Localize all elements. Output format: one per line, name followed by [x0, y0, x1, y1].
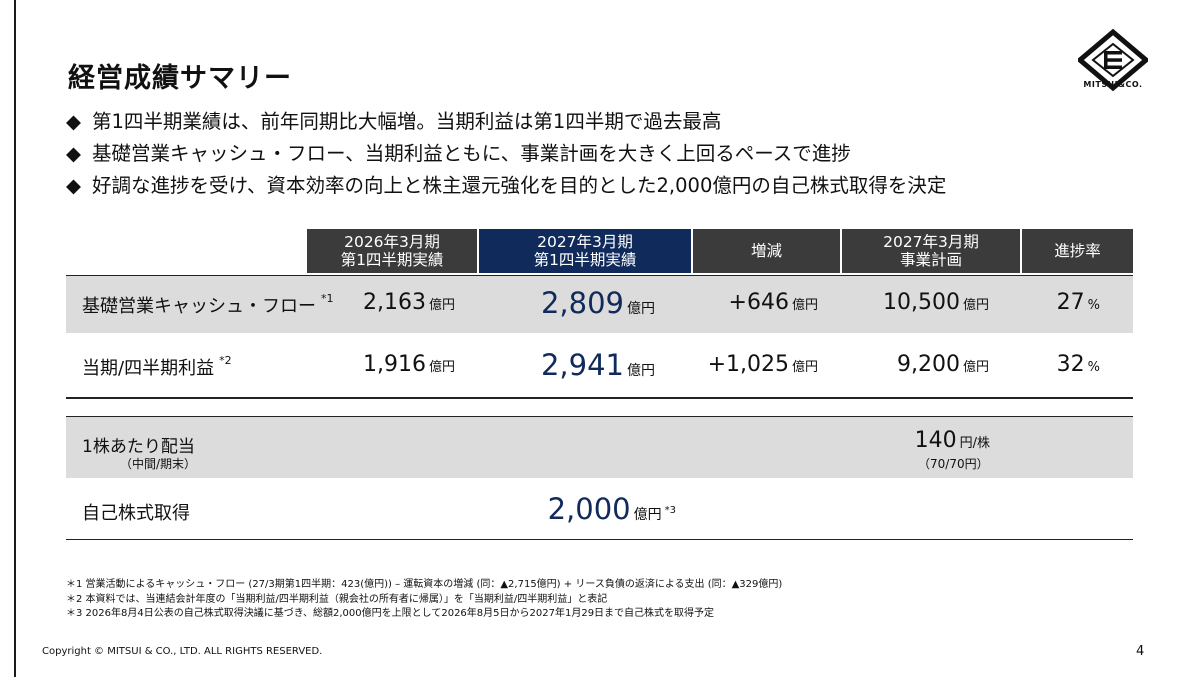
header-fy2026-q1: 2026年3月期 第1四半期実績: [307, 229, 477, 273]
slide-frame: [14, 0, 1200, 677]
row-label-dividend: 1株あたり配当: [82, 437, 195, 457]
table-divider: [66, 397, 1133, 399]
footnote: ＊3 2026年8月4日公表の自己株式取得決議に基づき、総額2,000億円を上限…: [66, 608, 715, 619]
table-divider: [66, 275, 1133, 276]
value-change: +646 億円: [728, 290, 818, 315]
copyright: Copyright © MITSUI & CO., LTD. ALL RIGHT…: [42, 646, 323, 657]
value-dividend-split: （70/70円）: [918, 457, 989, 471]
value-fy2026-q1: 2,163 億円: [363, 290, 455, 315]
table-row: [66, 416, 1133, 478]
header-progress: 進捗率: [1022, 229, 1133, 273]
value-plan: 10,500 億円: [883, 290, 989, 315]
row-label-net-income: 当期/四半期利益 *2: [82, 354, 232, 379]
table-row: [66, 276, 1133, 333]
footnote: ＊2 本資料では、当連結会計年度の「当期利益/四半期利益（親会社の所有者に帰属）…: [66, 593, 608, 605]
header-change: 増減: [693, 229, 840, 273]
footnote: ＊1 営業活動によるキャッシュ・フロー (27/3期第1四半期：423(億円))…: [66, 579, 783, 590]
value-progress: 27%: [1056, 290, 1100, 315]
bullet-item: ◆ 第1四半期業績は、前年同期比大幅増。当期利益は第1四半期で過去最高: [66, 106, 946, 138]
summary-bullets: ◆ 第1四半期業績は、前年同期比大幅増。当期利益は第1四半期で過去最高 ◆ 基礎営業…: [66, 106, 946, 202]
value-fy2027-q1: 2,809 億円: [540, 286, 655, 320]
value-progress: 32%: [1056, 352, 1100, 377]
row-sublabel-dividend: （中間/期末）: [120, 457, 197, 471]
footnotes: ＊1 営業活動によるキャッシュ・フロー (27/3期第1四半期：423(億円))…: [66, 578, 782, 622]
header-plan: 2027年3月期 事業計画: [842, 229, 1020, 273]
table-divider: [66, 416, 1133, 417]
row-label-buyback: 自己株式取得: [82, 503, 190, 524]
value-plan: 9,200 億円: [897, 352, 989, 377]
value-fy2026-q1: 1,916 億円: [363, 352, 455, 377]
row-label-core-cash-flow: 基礎営業キャッシュ・フロー *1: [82, 292, 334, 317]
table-divider: [66, 539, 1133, 540]
logo-wordmark: MITSUI&CO.: [1083, 80, 1143, 89]
value-dividend-plan: 140 円/株: [914, 428, 990, 453]
value-fy2027-q1: 2,941 億円: [540, 348, 655, 382]
mitsui-logo-icon: [1078, 28, 1148, 92]
value-change: +1,025 億円: [707, 352, 818, 377]
header-fy2027-q1: 2027年3月期 第1四半期実績: [479, 229, 691, 273]
page-number: 4: [1136, 644, 1145, 659]
value-buyback: 2,000 億円 *3: [547, 492, 676, 526]
page-title: 経営成績サマリー: [68, 63, 292, 94]
bullet-item: ◆ 基礎営業キャッシュ・フロー、当期利益ともに、事業計画を大きく上回るペースで進捗: [66, 138, 946, 170]
diamond-bullet-icon: ◆: [66, 142, 81, 165]
bullet-item: ◆ 好調な進捗を受け、資本効率の向上と株主還元強化を目的とした2,000億円の自己…: [66, 170, 946, 202]
diamond-bullet-icon: ◆: [66, 110, 81, 133]
diamond-bullet-icon: ◆: [66, 174, 81, 197]
